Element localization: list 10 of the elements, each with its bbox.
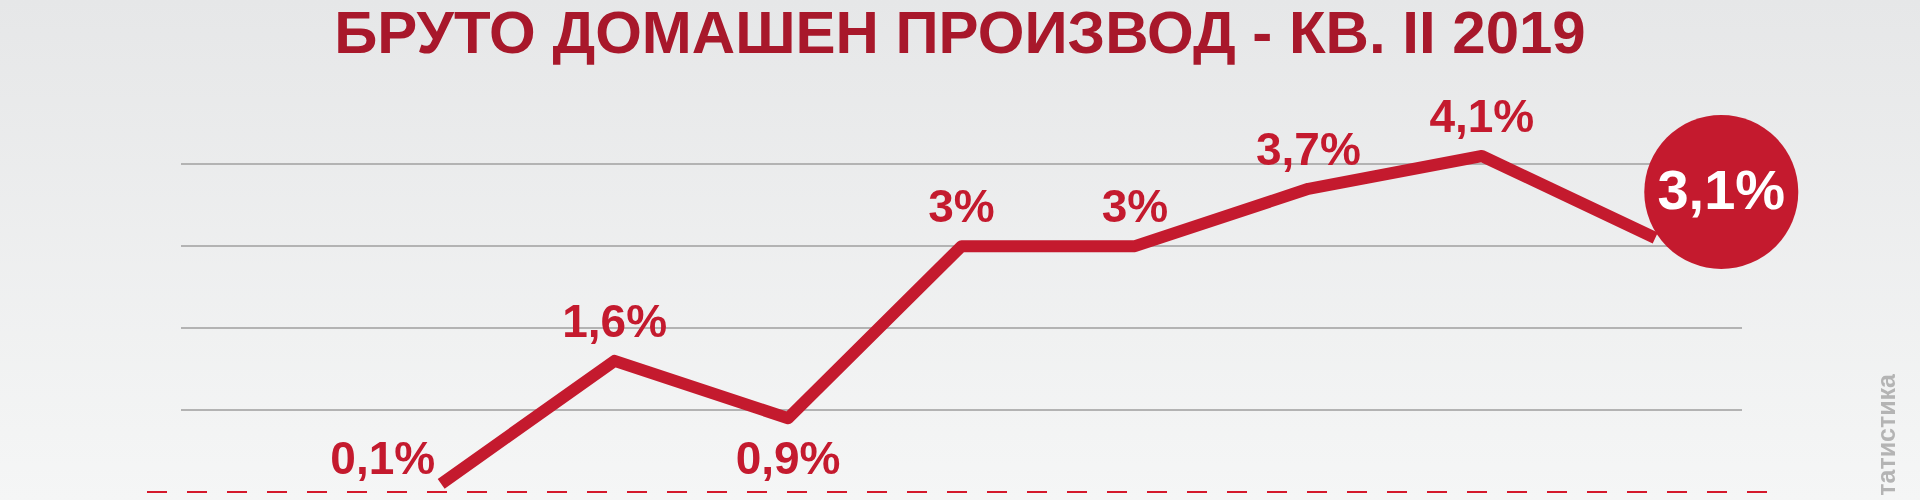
data-label: 3,7% xyxy=(1255,122,1361,175)
data-label: 4,1% xyxy=(1429,90,1535,142)
chart-title: БРУТО ДОМАШЕН ПРОИЗВОД - КВ. II 2019 xyxy=(333,0,1587,66)
data-label: 3,1% xyxy=(1657,158,1786,222)
data-label: 0,1% xyxy=(330,431,436,484)
text: татистика xyxy=(1872,374,1900,496)
data-label: 3% xyxy=(928,180,995,233)
data-label: 1,6% xyxy=(562,294,668,347)
data-label: 3% xyxy=(1101,180,1169,233)
data-label: 0,9% xyxy=(735,431,841,484)
